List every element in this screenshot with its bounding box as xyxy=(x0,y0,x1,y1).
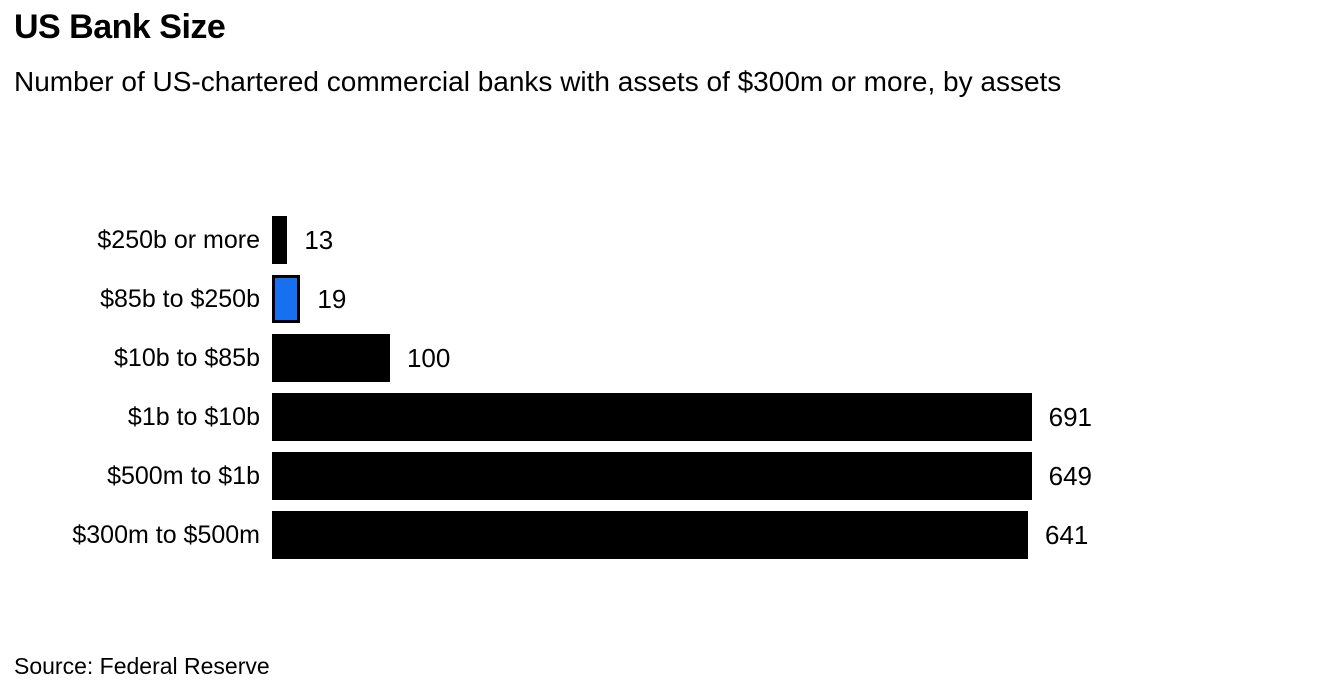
chart-header: US Bank Size Number of US-chartered comm… xyxy=(14,8,1317,103)
source-note: Source: Federal Reserve xyxy=(14,653,270,679)
chart-title: US Bank Size xyxy=(14,8,226,46)
bar-row: $500m to $1b 649 xyxy=(14,452,1317,500)
category-label: $10b to $85b xyxy=(114,343,260,372)
bar-chart: $250b or more 13 $85b to $250b 19 $10b to $8… xyxy=(14,216,1317,570)
category-label: $300m to $500m xyxy=(72,520,260,549)
bar xyxy=(272,334,390,382)
chart-subtitle: Number of US-chartered commercial banks … xyxy=(14,66,1062,98)
category-label: $500m to $1b xyxy=(107,461,260,490)
bar xyxy=(272,452,1032,500)
chart-footer: Source: Federal Reserve xyxy=(14,653,270,680)
bar xyxy=(272,216,288,264)
bar-row: $300m to $500m 641 xyxy=(14,511,1317,559)
bar-track: 649 xyxy=(272,452,1092,500)
bar-row: $1b to $10b 691 xyxy=(14,393,1317,441)
bar xyxy=(272,393,1032,441)
category-label: $250b or more xyxy=(97,225,260,254)
bar-track: 19 xyxy=(272,275,1092,323)
category-label: $85b to $250b xyxy=(100,284,260,313)
bar xyxy=(272,275,301,323)
value-label: 649 xyxy=(1048,460,1092,491)
value-label: 641 xyxy=(1045,519,1089,550)
bar-row: $10b to $85b 100 xyxy=(14,334,1317,382)
bar-row: $85b to $250b 19 xyxy=(14,275,1317,323)
bar-track: 641 xyxy=(272,511,1092,559)
category-label: $1b to $10b xyxy=(127,402,260,431)
value-label: 19 xyxy=(317,283,347,314)
bar-row: $250b or more 13 xyxy=(14,216,1317,264)
bar-track: 691 xyxy=(272,393,1092,441)
value-label: 100 xyxy=(406,342,451,373)
value-label: 13 xyxy=(304,224,334,255)
bar-track: 13 xyxy=(272,216,1092,264)
bar xyxy=(272,511,1029,559)
bar-track: 100 xyxy=(272,334,1092,382)
bar-rows: $250b or more 13 $85b to $250b 19 $10b to $8… xyxy=(14,216,1317,559)
value-label: 691 xyxy=(1048,401,1092,432)
